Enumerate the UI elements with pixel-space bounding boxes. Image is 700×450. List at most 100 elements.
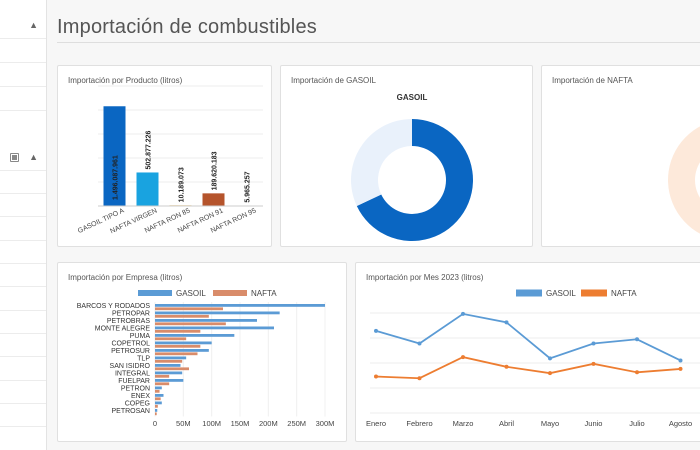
bar-gasoil [155,356,187,360]
bar [103,106,126,206]
data-label: 5.965.257 [245,171,252,202]
tick-label: 100M [202,419,221,428]
divider [0,403,46,404]
data-point [548,371,552,376]
divider [0,38,46,39]
series-line [375,356,681,380]
data-point [678,366,683,371]
bar-nafta [155,307,223,311]
bar-gasoil [155,386,162,390]
bar-gasoil [155,304,325,307]
donut-slice [351,119,412,206]
card-title: Importación por Mes 2023 (litros) [366,273,484,282]
tick-label: 0 [153,419,157,428]
bar-nafta [155,382,170,386]
card-gasoil: Importación de GASOIL GASOIL68% [280,65,533,247]
tick-label: Agosto [669,419,692,428]
data-point [635,370,639,375]
bar-gasoil [155,349,209,352]
legend-swatch [213,290,247,296]
category-label: FUELPAR [118,378,150,385]
category-label: COPEG [125,401,150,408]
category-label: INTEGRAL [115,371,150,378]
data-point [374,374,378,379]
divider [0,86,46,87]
category-label: COPETROL [111,341,150,348]
data-point [461,355,465,360]
data-label: 1.496.087.961 [113,155,120,200]
chevron-up-icon[interactable]: ▲ [29,20,38,30]
page-title: Importación de combustibles [57,16,317,38]
bar-nafta [155,412,157,416]
divider [0,193,46,194]
bar-nafta [155,329,201,333]
bar-gasoil [155,401,162,405]
sidebar-section-header[interactable]: ▲ [10,18,44,34]
tick-label: 150M [231,419,250,428]
tick-label: Abril [499,419,514,428]
bar-gasoil [155,394,164,397]
tick-label: 250M [287,419,306,428]
bar [136,172,159,206]
tick-label: 200M [259,419,278,428]
category-label: PETROSAN [111,408,150,415]
data-point [461,311,465,316]
data-point [504,364,509,369]
legend-swatch [138,290,172,296]
tick-label: 50M [176,419,191,428]
card-title: Importación por Producto (litros) [68,76,183,85]
category-label: MONTE ALEGRE [95,326,151,333]
chevron-up-icon[interactable]: ▲ [29,152,38,162]
donut-center-label: GASOIL [397,93,428,102]
bar-gasoil [155,319,257,322]
bar-nafta [155,322,226,326]
bar-gasoil [155,364,181,367]
tick-label: Marzo [453,419,474,428]
card-mes: Importación por Mes 2023 (litros) GASOIL… [355,262,700,442]
bar-gasoil [155,311,280,315]
divider [0,240,46,241]
bar [202,193,225,206]
category-label: SAN ISIDRO [110,363,151,370]
tick-label: Febrero [406,419,432,428]
divider [0,356,46,357]
data-point [374,328,378,333]
divider [0,310,46,311]
data-label: 10.189.073 [179,167,186,202]
category-label: PETROSUR [111,348,150,355]
divider [0,263,46,264]
category-label: PETROPAR [112,311,150,318]
card-empresa: Importación por Empresa (litros) GASOIL N… [57,262,347,442]
category-label: PETRON [121,386,150,393]
tick-label: Julio [629,419,644,428]
tick-label: Mayo [541,419,559,428]
divider [0,170,46,171]
divider [0,426,46,427]
data-point [504,320,509,325]
category-label: ENEX [131,393,150,400]
title-divider [57,42,700,43]
bar-gasoil [155,409,158,412]
bar-nafta [155,337,187,341]
data-point [635,337,639,342]
bar-nafta [155,352,198,356]
tick-label: Junio [585,419,603,428]
bar-nafta [155,389,160,393]
tick-label: Enero [366,419,386,428]
sidebar: ▲ ▲ [0,0,47,450]
divider [0,380,46,381]
sidebar-section-header[interactable]: ▲ [10,150,44,166]
bar-nafta [155,314,209,318]
bar-nafta [155,359,183,363]
data-point [591,361,596,366]
category-label: TLP [137,356,150,363]
slice-label: 32% [617,143,637,154]
legend-label: NAFTA [251,289,277,298]
expand-icon[interactable] [10,153,19,162]
card-title: Importación de NAFTA [552,76,633,85]
empresa-hbar-chart: GASOIL NAFTA 0 50M 100M 150M 200M 250M 300M BARCO… [77,289,335,428]
divider [0,333,46,334]
data-label: 189.620.183 [212,151,219,190]
